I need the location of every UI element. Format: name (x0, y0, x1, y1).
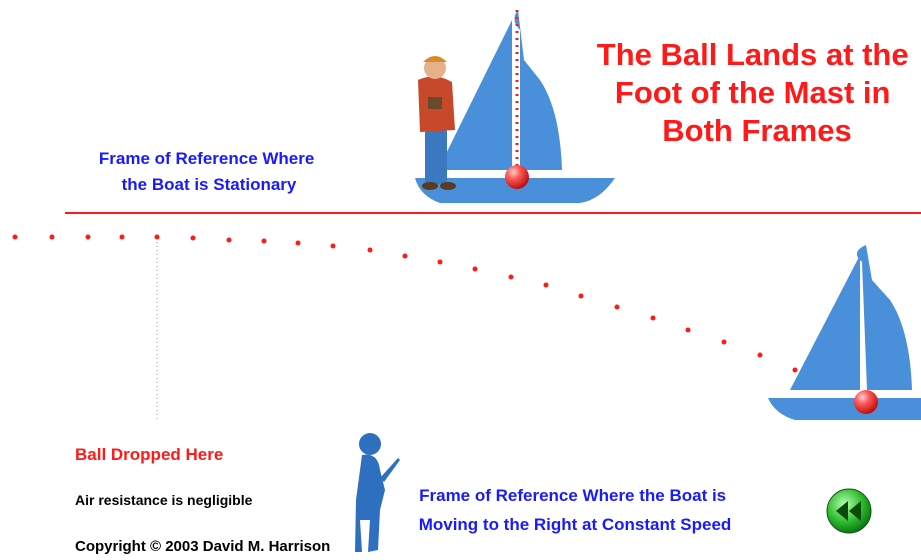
note: Air resistance is negligible (75, 492, 253, 508)
moving-boat (768, 245, 921, 420)
slide: The Ball Lands at the Foot of the Mast i… (0, 0, 921, 560)
trajectory (13, 235, 833, 390)
copyright: Copyright © 2003 David M. Harrison (75, 538, 330, 555)
slide-title: The Ball Lands at the Foot of the Mast i… (597, 37, 917, 148)
drop-label: Ball Dropped Here (75, 445, 223, 464)
ball (505, 165, 529, 189)
ball (854, 390, 878, 414)
observer-woman (355, 433, 400, 552)
moving-frame-label: Frame of Reference Where the Boat is Mov… (419, 486, 732, 534)
stationary-frame-label: Frame of Reference Where the Boat is Sta… (99, 149, 319, 194)
back-button[interactable] (827, 489, 871, 533)
